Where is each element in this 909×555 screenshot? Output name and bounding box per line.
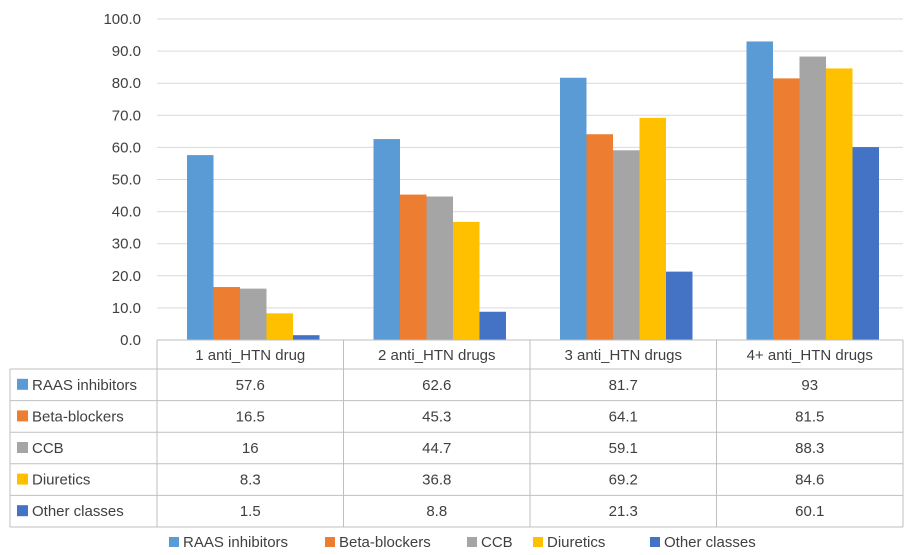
bar-ccb [613,150,640,340]
legend-swatch [533,537,543,547]
y-tick-label: 90.0 [112,43,141,60]
table-value: 1.5 [240,503,261,520]
category-label: 1 anti_HTN drug [195,347,305,364]
table-legend-key [17,505,28,517]
legend-swatch [650,537,660,547]
bar-other-classes [293,335,320,340]
bar-diuretics [453,221,480,340]
table-value: 69.2 [609,472,638,489]
table-value: 16.5 [236,408,265,425]
table-value: 8.3 [240,472,261,489]
legend-label: Diuretics [547,534,605,551]
table-value: 62.6 [422,377,451,394]
y-tick-label: 70.0 [112,107,141,124]
bar-other-classes [479,311,506,340]
legend-swatch [325,537,335,547]
bar-raas-inhibitors [560,77,587,341]
bar-diuretics [639,117,666,340]
table-legend-key [17,378,28,390]
category-label: 3 anti_HTN drugs [564,347,682,364]
table-value: 21.3 [609,503,638,520]
y-tick-label: 40.0 [112,204,141,221]
legend-label: Beta-blockers [339,534,431,551]
legend: RAAS inhibitors Beta-blockers CCB Diuretics… [169,534,756,551]
bar-beta-blockers [586,134,613,340]
bar-other-classes [852,147,879,340]
table-series-name: CCB [32,440,64,457]
gridlines [157,18,903,309]
table-value: 93 [801,377,818,394]
table-legend-key [17,473,28,485]
category-label: 4+ anti_HTN drugs [747,347,873,364]
y-tick-label: 60.0 [112,139,141,156]
table-value: 16 [242,440,259,457]
y-tick-label: 20.0 [112,268,141,285]
data-table: 1 anti_HTN drug 2 anti_HTN drugs 3 anti_HT… [9,339,904,528]
bar-beta-blockers [213,287,240,340]
table-value: 36.8 [422,472,451,489]
legend-label: CCB [481,534,513,551]
table-value: 44.7 [422,440,451,457]
table-value: 60.1 [795,503,824,520]
category-label: 2 anti_HTN drugs [378,347,496,364]
table-series-name: Diuretics [32,472,90,489]
table-series-name: Other classes [32,503,124,520]
bar-raas-inhibitors [187,155,214,340]
bar-diuretics [826,68,853,341]
table-value: 88.3 [795,440,824,457]
bar-ccb [426,196,453,340]
legend-label: Other classes [664,534,756,551]
table-value: 84.6 [795,472,824,489]
legend-swatch [467,537,477,547]
y-tick-label: 30.0 [112,236,141,253]
table-value: 8.8 [426,503,447,520]
table-series-name: RAAS inhibitors [32,377,137,394]
table-legend-key [17,442,28,453]
bar-diuretics [266,313,293,340]
bar-beta-blockers [773,78,800,340]
table-value: 59.1 [609,440,638,457]
table-legend-key [17,410,28,422]
y-tick-label: 100.0 [103,11,141,28]
legend-label: RAAS inhibitors [183,534,288,551]
y-tick-label: 50.0 [112,172,141,189]
table-value: 64.1 [609,408,638,425]
bar-raas-inhibitors [746,41,773,340]
y-axis-ticks: 0.0 10.0 20.0 30.0 40.0 50.0 60.0 70.0 80.0 90.0 1… [103,11,141,349]
bars [187,41,879,341]
bar-beta-blockers [400,194,427,340]
bar-raas-inhibitors [373,139,400,340]
bar-ccb [799,56,826,340]
table-value: 81.7 [609,377,638,394]
y-tick-label: 0.0 [120,332,141,349]
table-value: 57.6 [236,377,265,394]
y-tick-label: 80.0 [112,75,141,92]
table-value: 81.5 [795,408,824,425]
y-tick-label: 10.0 [112,300,141,317]
table-value: 45.3 [422,408,451,425]
table-series-name: Beta-blockers [32,408,124,425]
legend-swatch [169,537,179,547]
bar-other-classes [666,271,693,340]
bar-ccb [240,288,267,340]
